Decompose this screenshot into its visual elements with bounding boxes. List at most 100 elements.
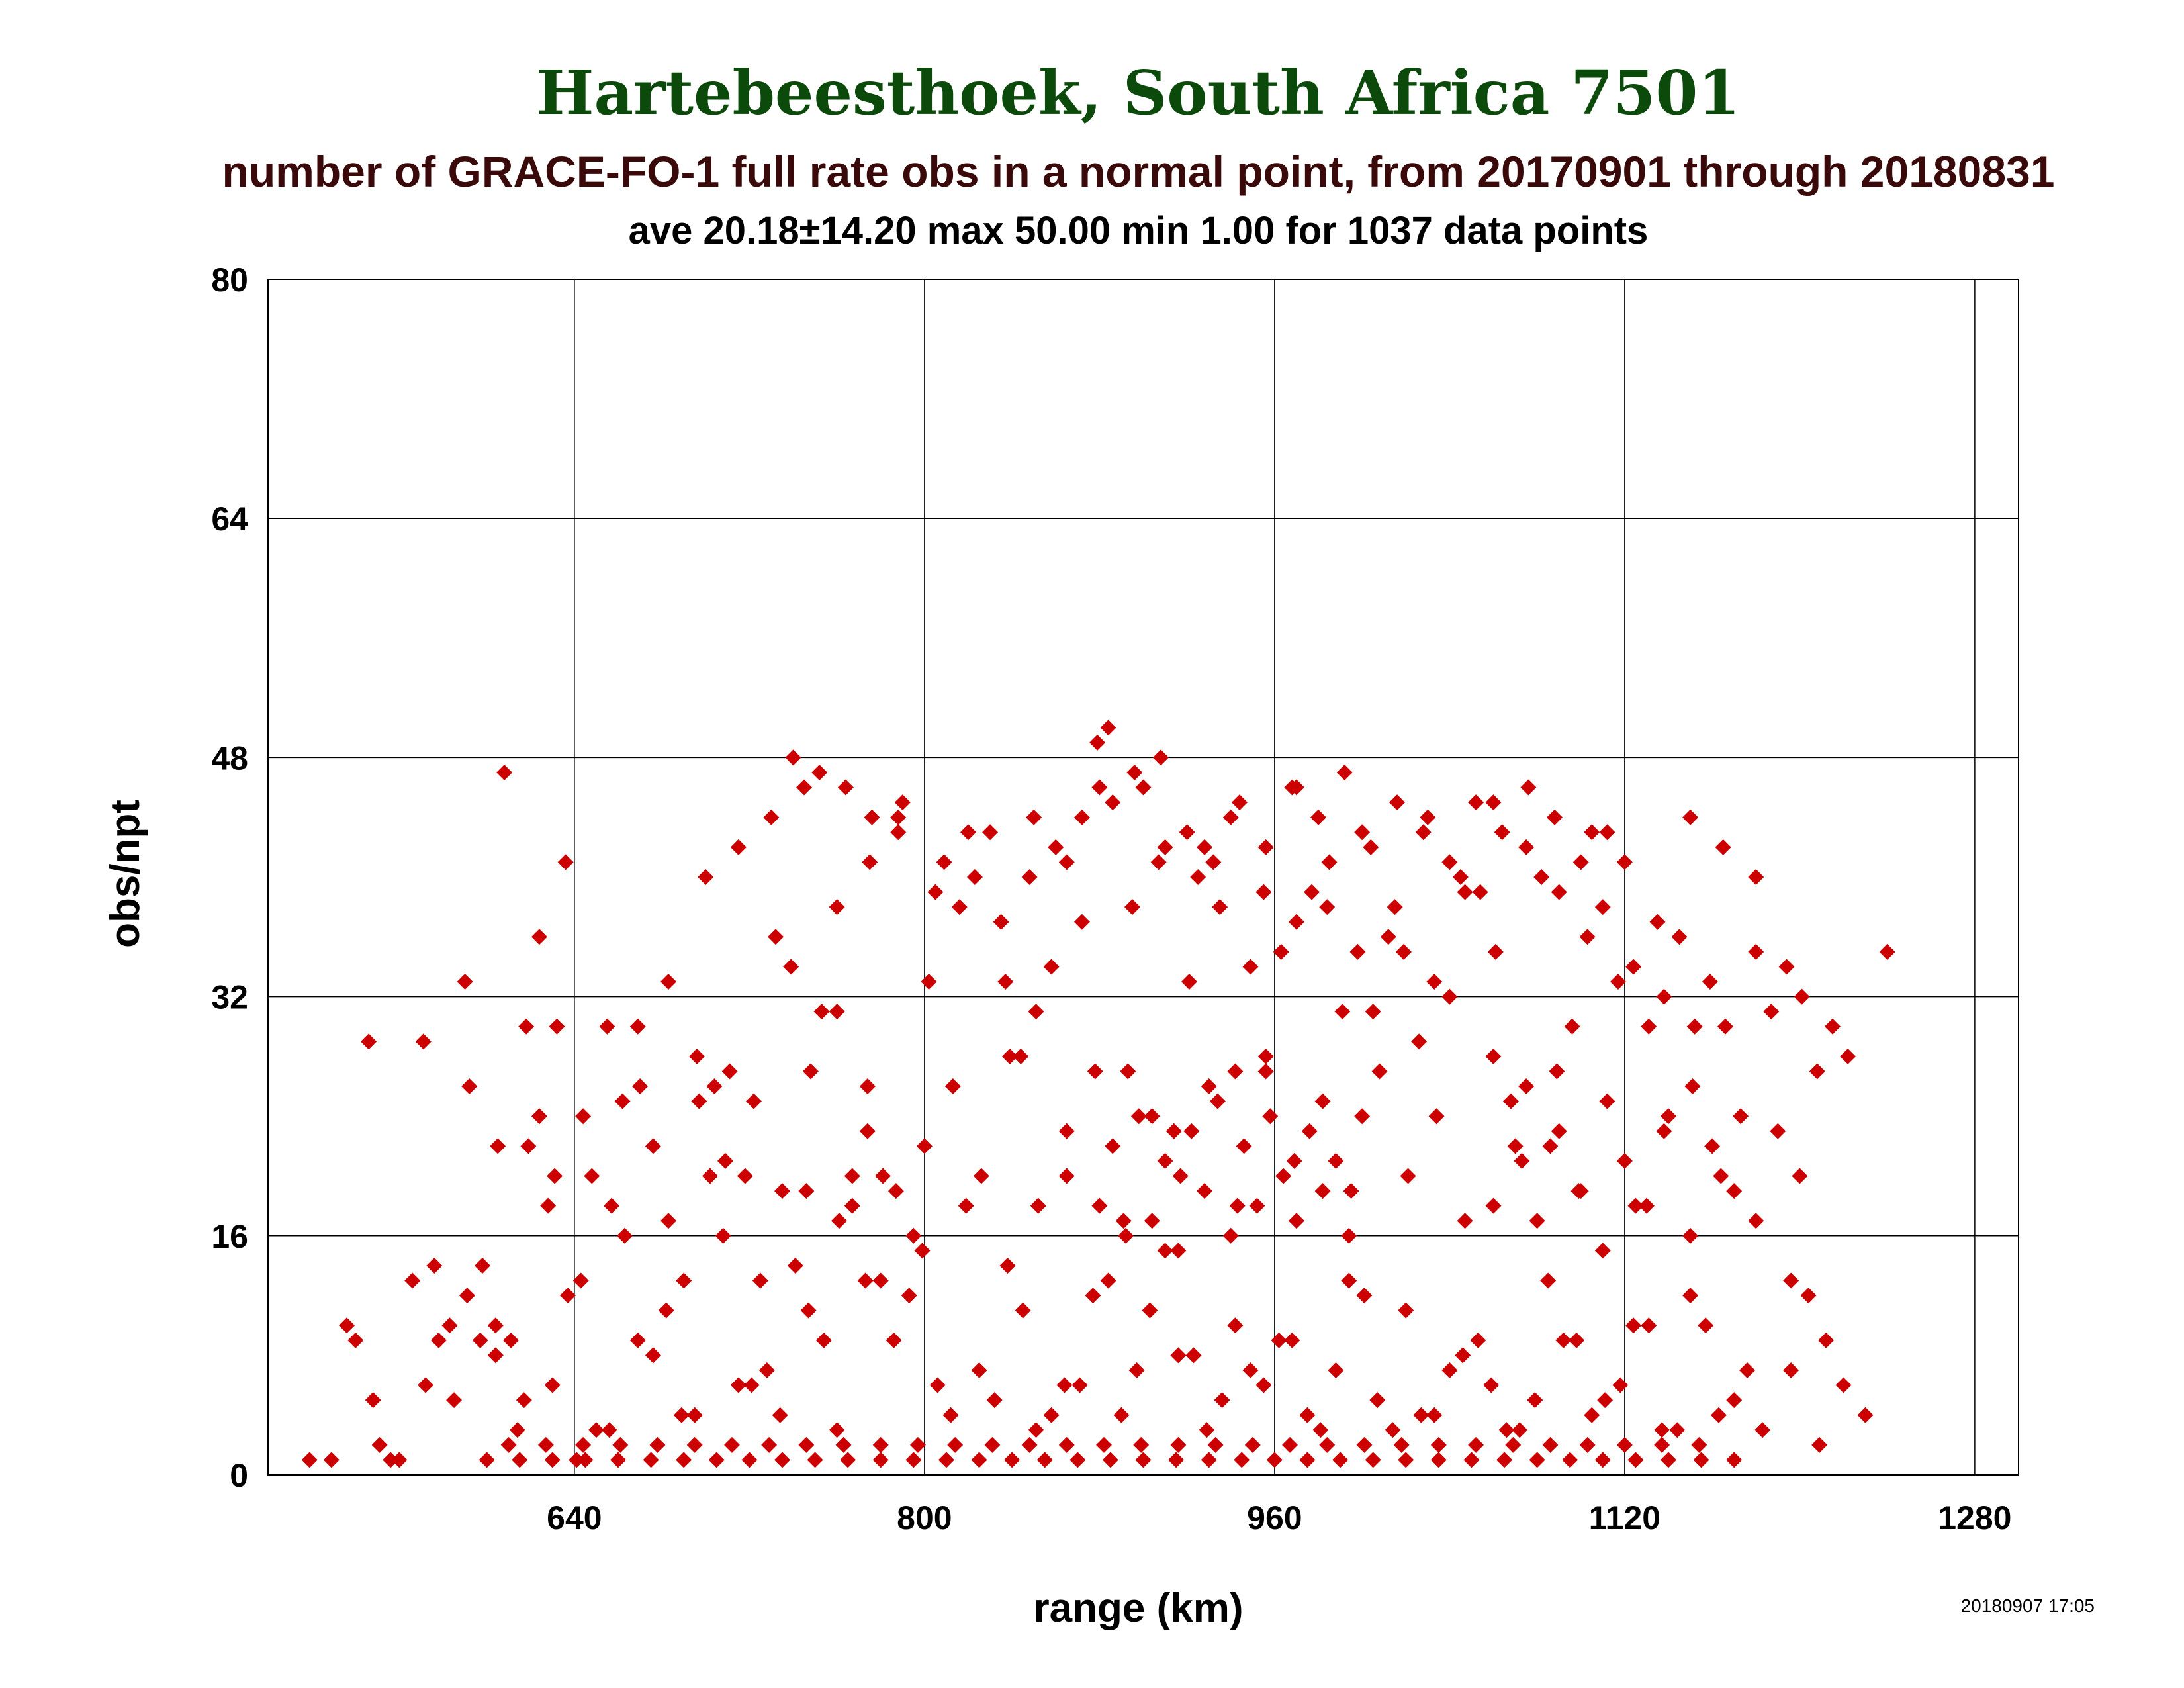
data-point xyxy=(1549,1063,1565,1080)
data-point xyxy=(986,1392,1003,1409)
data-point xyxy=(1857,1407,1874,1423)
data-point xyxy=(1286,1152,1302,1169)
data-point xyxy=(1255,884,1272,900)
data-point xyxy=(960,824,976,841)
data-point xyxy=(1030,1197,1046,1214)
x-tick-label: 960 xyxy=(1247,1499,1302,1536)
y-tick-label: 32 xyxy=(211,979,248,1016)
data-point xyxy=(1512,1422,1528,1438)
data-point xyxy=(1794,988,1810,1005)
data-point xyxy=(1058,1436,1075,1453)
data-point xyxy=(1026,809,1042,825)
data-point xyxy=(1236,1138,1252,1154)
data-point xyxy=(1105,1138,1121,1154)
data-point xyxy=(938,1452,954,1468)
data-point xyxy=(1811,1436,1828,1453)
data-point xyxy=(1616,854,1633,870)
data-point xyxy=(1702,974,1718,990)
data-point xyxy=(835,1436,852,1453)
data-point xyxy=(1144,1213,1160,1229)
data-point xyxy=(1562,1452,1578,1468)
data-point xyxy=(1726,1392,1743,1409)
data-point xyxy=(890,824,907,841)
data-point xyxy=(660,974,677,990)
data-point xyxy=(1733,1108,1749,1125)
data-point xyxy=(1572,854,1589,870)
data-point xyxy=(1209,1093,1226,1109)
data-point xyxy=(1299,1407,1316,1423)
data-point xyxy=(1415,824,1432,841)
data-point xyxy=(752,1272,768,1289)
data-point xyxy=(1013,1048,1029,1064)
data-point xyxy=(1244,1436,1261,1453)
data-point xyxy=(800,1302,817,1319)
data-point xyxy=(1058,1123,1075,1139)
data-point xyxy=(1529,1452,1545,1468)
data-point xyxy=(1199,1422,1215,1438)
data-point xyxy=(614,1093,631,1109)
data-point xyxy=(730,1377,747,1393)
data-point xyxy=(1717,1018,1733,1035)
data-point xyxy=(1684,1078,1701,1095)
data-point xyxy=(520,1138,537,1154)
data-point xyxy=(723,1436,740,1453)
data-point xyxy=(509,1422,525,1438)
data-point xyxy=(1400,1168,1416,1184)
data-point xyxy=(1818,1332,1835,1348)
data-point xyxy=(1564,1018,1580,1035)
data-point xyxy=(686,1436,703,1453)
data-point xyxy=(1091,1197,1108,1214)
data-point xyxy=(544,1452,561,1468)
data-point xyxy=(475,1257,491,1274)
data-point xyxy=(676,1272,692,1289)
data-point xyxy=(1654,1422,1670,1438)
data-point xyxy=(909,1436,926,1453)
data-point xyxy=(837,779,854,796)
data-point xyxy=(1599,824,1615,841)
data-point xyxy=(365,1392,381,1409)
data-point xyxy=(1547,809,1563,825)
data-point xyxy=(1507,1138,1524,1154)
data-point xyxy=(645,1138,661,1154)
data-point xyxy=(1627,1452,1644,1468)
data-point xyxy=(1584,824,1600,841)
data-point xyxy=(569,1452,585,1468)
data-point xyxy=(844,1197,860,1214)
data-point xyxy=(1520,779,1537,796)
data-point xyxy=(1649,914,1666,930)
data-point xyxy=(815,1332,832,1348)
data-point xyxy=(730,839,747,855)
data-point xyxy=(632,1078,649,1095)
data-point xyxy=(1726,1183,1743,1199)
data-point xyxy=(496,764,513,780)
timestamp: 20180907 17:05 xyxy=(1961,1595,2095,1616)
data-point xyxy=(1452,869,1469,885)
data-point xyxy=(831,1213,847,1229)
data-point xyxy=(1332,1452,1349,1468)
data-point xyxy=(1234,1452,1250,1468)
data-point xyxy=(783,959,799,975)
data-point xyxy=(1284,779,1300,796)
data-point xyxy=(840,1452,856,1468)
data-point xyxy=(1115,1213,1132,1229)
x-tick-label: 640 xyxy=(547,1499,602,1536)
data-point xyxy=(1661,1108,1676,1125)
data-point xyxy=(1533,869,1550,885)
data-point xyxy=(1227,1317,1244,1334)
data-point xyxy=(942,1407,959,1423)
data-point xyxy=(1616,1152,1633,1169)
data-point xyxy=(1840,1048,1856,1064)
data-point xyxy=(1021,869,1038,885)
data-point xyxy=(1073,809,1090,825)
data-point xyxy=(1130,1108,1147,1125)
data-point xyxy=(1179,824,1195,841)
data-point xyxy=(829,899,845,915)
data-point xyxy=(1498,1422,1515,1438)
data-point xyxy=(798,1436,815,1453)
data-point xyxy=(1420,809,1436,825)
data-point xyxy=(1398,1302,1414,1319)
data-point xyxy=(1387,899,1403,915)
data-point xyxy=(1656,1123,1672,1139)
data-point xyxy=(813,1004,830,1020)
data-point xyxy=(1691,1436,1707,1453)
